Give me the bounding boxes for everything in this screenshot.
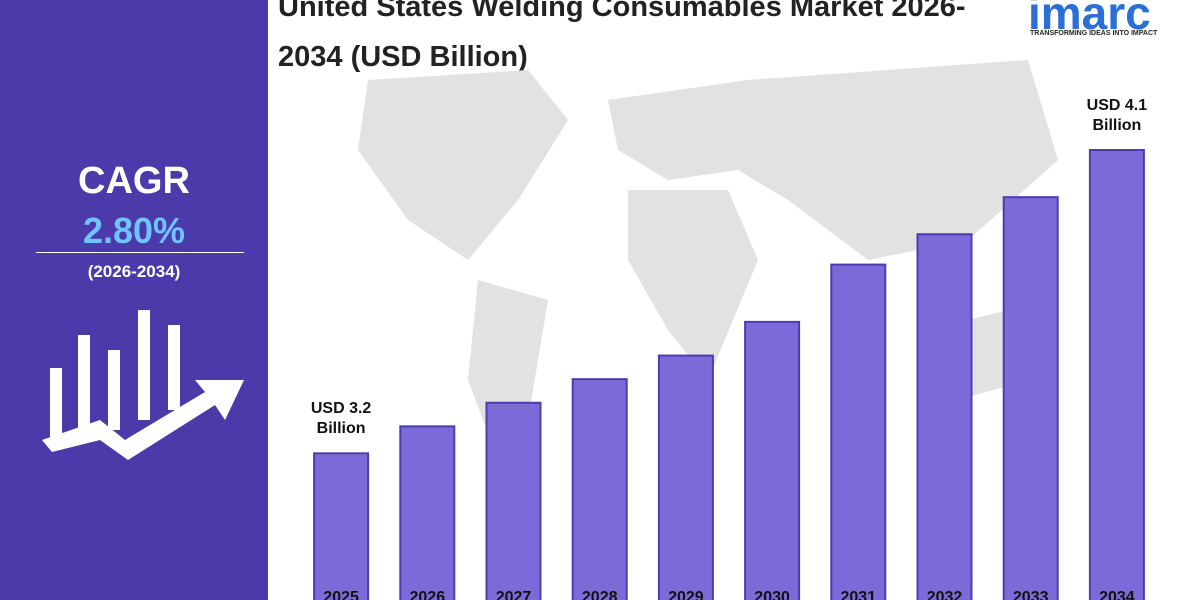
growth-icon [42,310,244,460]
cagr-period: (2026-2034) [87,262,181,281]
bar [1088,149,1145,600]
x-tick-label: 2034 [1099,589,1135,600]
x-tick-label: 2029 [668,589,704,600]
x-tick-label: 2031 [841,589,877,600]
chart-title: United States Welding Consumables Market… [278,0,966,73]
bar [485,401,542,600]
bar [830,263,887,600]
x-tick-label: 2025 [323,589,359,600]
value-label: USD 4.1 Billion [1086,97,1148,134]
cagr-label: CAGR [78,160,190,202]
value-label: USD 3.2 Billion [310,400,372,438]
bar [313,452,370,600]
cagr-value: 2.80% [82,210,186,251]
logo: imarc [1028,0,1151,39]
bar [399,425,456,600]
x-tick-label: 2028 [582,589,618,600]
bar [916,233,973,600]
bar [744,320,801,600]
bar [571,378,628,600]
x-tick-label: 2027 [496,589,532,600]
bar [1002,196,1059,600]
x-tick-label: 2033 [1013,589,1049,600]
x-tick-label: 2026 [410,589,446,600]
bar [657,354,714,600]
cagr-panel: CAGR 2.80% (2026-2034) [0,0,268,600]
chart: 2025 2026 2027 2028 2029 2030 2031 2032 2033 2034 [313,60,1145,600]
logo-tagline: TRANSFORMING IDEAS INTO IMPACT [1030,30,1158,37]
x-tick-label: 2030 [754,589,790,600]
divider [36,252,244,253]
x-tick-label: 2032 [927,589,963,600]
